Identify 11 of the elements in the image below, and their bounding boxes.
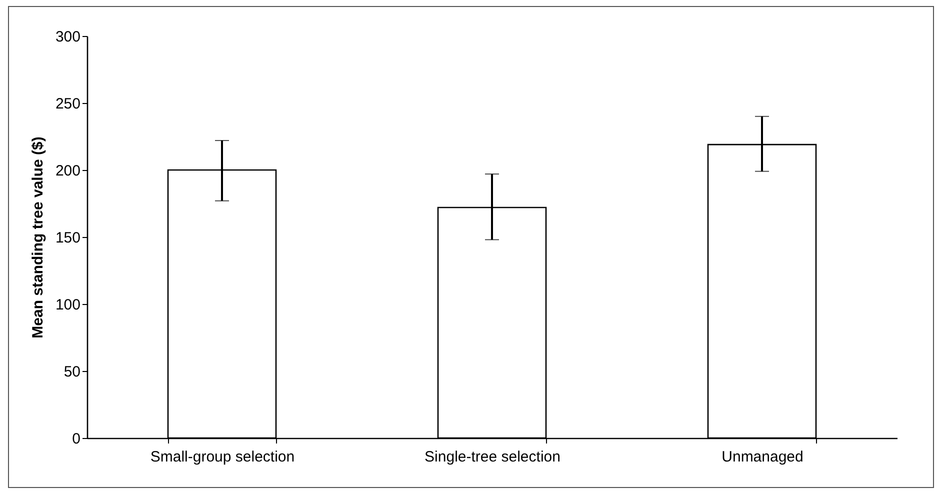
y-tick-label: 100: [55, 296, 80, 314]
y-tick-label: 50: [64, 364, 80, 380]
y-tick-label: 200: [55, 162, 80, 180]
y-tick-label: 250: [55, 96, 80, 112]
x-tick-label: Single-tree selection: [424, 448, 560, 466]
y-tick-label: 150: [55, 230, 80, 246]
x-tick-label: Small-group selection: [150, 448, 295, 466]
y-tick-label: 0: [72, 430, 80, 448]
y-tick-label: 300: [55, 28, 80, 46]
y-axis-title: Mean standing tree value ($): [29, 136, 46, 338]
x-tick-label: Unmanaged: [722, 448, 804, 466]
